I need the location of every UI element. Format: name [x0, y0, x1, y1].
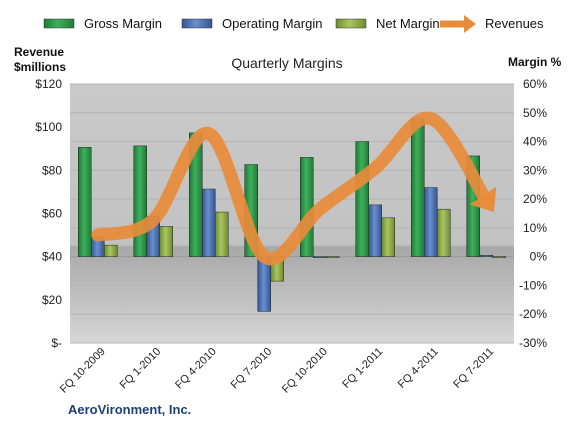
category-label: FQ 10-2009 — [58, 346, 108, 396]
left-axis-label-line1: Revenue — [14, 45, 64, 59]
gridlines — [70, 83, 514, 344]
bar-operating-margin — [202, 188, 216, 257]
category-label: FQ 10-2010 — [280, 346, 330, 396]
bar-net-margin — [437, 208, 451, 257]
legend-swatch — [43, 18, 75, 29]
left-tick-label: $120 — [35, 77, 62, 91]
legend-label: Net Margin — [376, 16, 440, 31]
legend-arrow — [464, 15, 476, 33]
right-tick-label: 0% — [530, 250, 548, 264]
bar-net-margin — [215, 211, 229, 257]
right-tick-label: 10% — [523, 221, 547, 235]
left-tick-label: $- — [51, 336, 62, 350]
category-label: FQ 1-2011 — [340, 346, 385, 391]
right-tick-label: -20% — [519, 307, 547, 321]
bar-gross-margin — [355, 141, 369, 257]
right-axis-ticks: -30% -20% -10% 0% 10% 20% 30% 40% 50% 60% — [519, 77, 547, 350]
bar-operating-margin — [368, 204, 382, 257]
bar-gross-margin — [78, 147, 92, 257]
left-axis-ticks: $- $20 $40 $60 $80 $100 $120 — [35, 77, 62, 350]
right-axis-label: Margin % — [508, 55, 562, 69]
category-labels: FQ 10-2009 FQ 1-2010 FQ 4-2010 FQ 7-2010 FQ … — [58, 346, 496, 396]
category-label: FQ 4-2010 — [173, 346, 219, 392]
revenue-line — [91, 111, 497, 266]
bar-net-margin — [104, 244, 118, 257]
bar-net-margin — [159, 226, 173, 257]
category-label: FQ 7-2010 — [229, 346, 275, 392]
right-tick-label: -30% — [519, 336, 547, 350]
revenue-line-path — [91, 111, 493, 266]
left-tick-label: $60 — [42, 207, 62, 221]
bar-operating-margin — [313, 256, 327, 258]
legend-swatch — [335, 18, 367, 29]
bar-net-margin — [381, 217, 395, 257]
legend-swatch — [181, 18, 213, 29]
footer-company: AeroVironment, Inc. — [68, 402, 191, 417]
right-tick-label: 30% — [523, 163, 547, 177]
bar-operating-margin — [479, 254, 493, 257]
left-tick-label: $40 — [42, 250, 62, 264]
left-axis-label-line2: $millions — [14, 60, 66, 74]
left-tick-label: $20 — [42, 293, 62, 307]
legend-label: Revenues — [485, 16, 544, 31]
legend-label: Operating Margin — [222, 16, 322, 31]
right-tick-label: 20% — [523, 192, 547, 206]
bar-operating-margin — [424, 187, 438, 257]
right-tick-label: -10% — [519, 278, 547, 292]
legend: Gross Margin Operating Margin Net Margin Re… — [43, 15, 544, 33]
left-tick-label: $80 — [42, 163, 62, 177]
left-tick-label: $100 — [35, 120, 62, 134]
right-tick-label: 50% — [523, 106, 547, 120]
bar-gross-margin — [133, 145, 147, 257]
right-tick-label: 60% — [523, 77, 547, 91]
legend-label: Gross Margin — [84, 16, 162, 31]
bar-gross-margin — [411, 118, 425, 257]
right-tick-label: 40% — [523, 135, 547, 149]
category-label: FQ 4-2011 — [396, 346, 441, 391]
category-label: FQ 7-2011 — [451, 346, 496, 391]
revenue-arrowhead — [469, 186, 497, 213]
bar-net-margin — [326, 256, 340, 258]
category-label: FQ 1-2010 — [118, 346, 164, 392]
bar-net-margin — [492, 256, 506, 258]
chart-title: Quarterly Margins — [231, 55, 342, 71]
bar-gross-margin — [300, 157, 314, 257]
